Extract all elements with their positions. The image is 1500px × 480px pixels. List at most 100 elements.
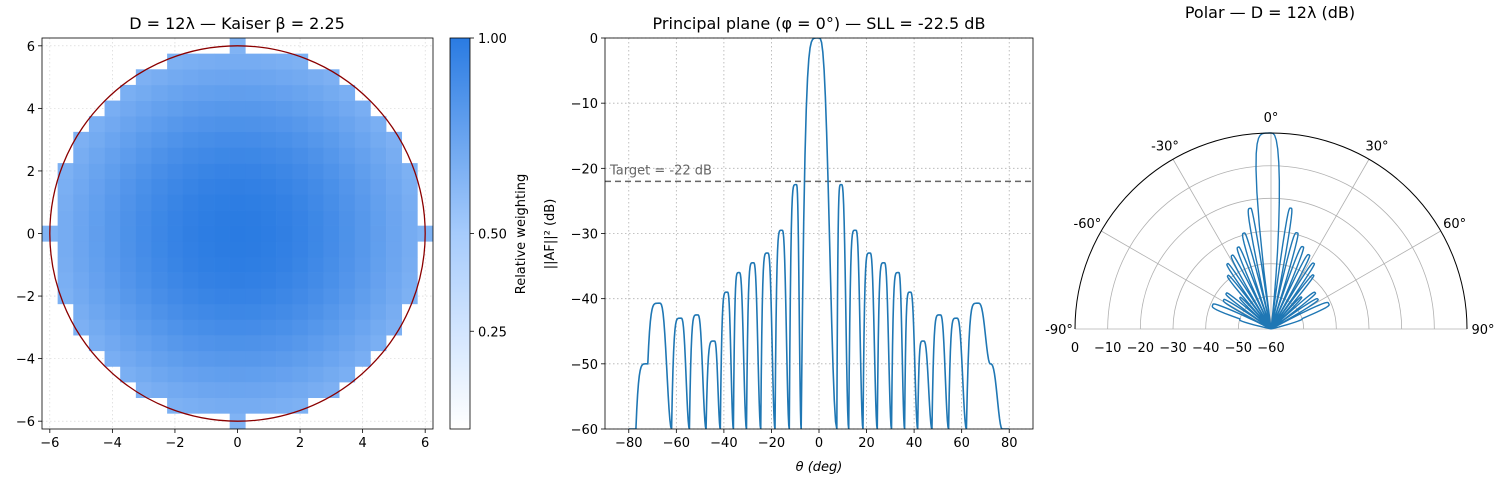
heatmap-cell <box>245 116 262 133</box>
colorbar: 0.25 0.50 1.00 Relative weighting <box>449 32 529 430</box>
heatmap-cell <box>260 84 277 101</box>
heatmap-cell <box>292 319 309 336</box>
heatmap-cell <box>260 350 277 367</box>
heatmap-cell <box>57 225 74 242</box>
line-plot-x-tick-label: 0 <box>815 436 823 451</box>
heatmap-cell <box>182 225 199 242</box>
heatmap-cell <box>229 366 246 383</box>
line-plot-xlabel: θ (deg) <box>796 460 843 475</box>
heatmap-cell <box>370 225 387 242</box>
heatmap-cell <box>214 210 230 226</box>
heatmap-cell <box>104 272 121 289</box>
heatmap-cell <box>104 225 121 242</box>
line-plot-y-tick-label: −10 <box>571 97 598 112</box>
heatmap-cell <box>229 382 246 399</box>
heatmap-cell <box>370 210 387 226</box>
heatmap-cell <box>198 178 215 195</box>
heatmap-cell <box>182 366 199 383</box>
heatmap-cell <box>276 116 293 133</box>
heatmap-y-tick-label: 0 <box>27 228 35 243</box>
heatmap-cell <box>88 272 105 289</box>
colorbar-tick-label: 1.00 <box>478 32 507 47</box>
heatmap-cell <box>370 319 387 336</box>
heatmap-cell <box>88 116 105 133</box>
heatmap-cell <box>182 100 199 117</box>
heatmap-cell <box>339 163 356 180</box>
heatmap-cell <box>151 241 168 258</box>
heatmap-cell <box>120 335 137 352</box>
heatmap-cell <box>307 288 324 305</box>
heatmap-cell <box>182 272 199 289</box>
heatmap-cell <box>307 225 324 242</box>
heatmap-cell <box>323 256 340 273</box>
heatmap-cell <box>88 319 105 336</box>
heatmap-cell <box>198 241 215 258</box>
heatmap-x-tick-label: 6 <box>421 436 429 451</box>
heatmap-cell <box>307 100 324 117</box>
heatmap-x-tick-label: 2 <box>296 436 304 451</box>
heatmap-cell <box>307 131 324 148</box>
heatmap-cell <box>370 256 387 273</box>
heatmap-cell <box>245 303 262 320</box>
line-plot-gridlines <box>605 37 1033 430</box>
heatmap-cell <box>73 194 90 211</box>
heatmap-cell <box>214 303 230 320</box>
heatmap-cell <box>57 210 74 226</box>
heatmap-cell <box>292 241 309 258</box>
heatmap-cell <box>120 366 137 383</box>
heatmap-cell <box>292 210 309 226</box>
heatmap-cell <box>198 350 215 367</box>
heatmap-y-tick-label: 4 <box>27 102 35 117</box>
heatmap-cell <box>229 210 246 226</box>
heatmap-cell <box>198 147 215 164</box>
heatmap-cell <box>260 100 277 117</box>
heatmap-cell <box>260 147 277 164</box>
line-plot-y-tick-label: −50 <box>571 358 598 373</box>
heatmap-cell <box>370 178 387 195</box>
heatmap-cell <box>73 210 90 226</box>
heatmap-cell <box>214 225 230 242</box>
heatmap-cell <box>401 241 418 258</box>
polar-angle-label: 0° <box>1264 111 1279 126</box>
heatmap-cell <box>339 241 356 258</box>
heatmap-cell <box>214 241 230 258</box>
heatmap-cell <box>104 319 121 336</box>
heatmap-cell <box>229 84 246 101</box>
heatmap-cell <box>151 116 168 133</box>
heatmap-cell <box>260 366 277 383</box>
heatmap-cell <box>307 350 324 367</box>
polar-gridlines <box>1075 133 1467 330</box>
heatmap-cell <box>354 272 371 289</box>
heatmap-cell <box>245 382 262 399</box>
heatmap-cell <box>182 335 199 352</box>
heatmap-cell <box>386 225 403 242</box>
heatmap-cell <box>276 366 293 383</box>
heatmap-cell <box>276 178 293 195</box>
heatmap-cell <box>401 256 418 273</box>
heatmap-cell <box>386 288 403 305</box>
heatmap-cell <box>88 210 105 226</box>
heatmap-cell <box>370 288 387 305</box>
heatmap-cell <box>120 84 137 101</box>
heatmap-cell <box>167 382 184 399</box>
heatmap-cell <box>354 241 371 258</box>
heatmap-cell <box>214 69 230 86</box>
heatmap-cell <box>151 288 168 305</box>
polar-angle-label: 60° <box>1443 217 1466 232</box>
heatmap-cell <box>386 256 403 273</box>
heatmap-cell <box>88 288 105 305</box>
heatmap-cell <box>401 178 418 195</box>
heatmap-cell <box>151 350 168 367</box>
heatmap-cell <box>229 147 246 164</box>
heatmap-cell <box>214 100 230 117</box>
heatmap-cell <box>401 194 418 211</box>
heatmap-cell <box>182 241 199 258</box>
heatmap-cell <box>214 178 230 195</box>
heatmap-cell <box>120 350 137 367</box>
heatmap-x-tick-label: −4 <box>103 436 122 451</box>
heatmap-cell <box>104 288 121 305</box>
heatmap-cell <box>73 147 90 164</box>
heatmap-cell <box>151 147 168 164</box>
heatmap-cell <box>198 272 215 289</box>
heatmap-cell <box>292 163 309 180</box>
